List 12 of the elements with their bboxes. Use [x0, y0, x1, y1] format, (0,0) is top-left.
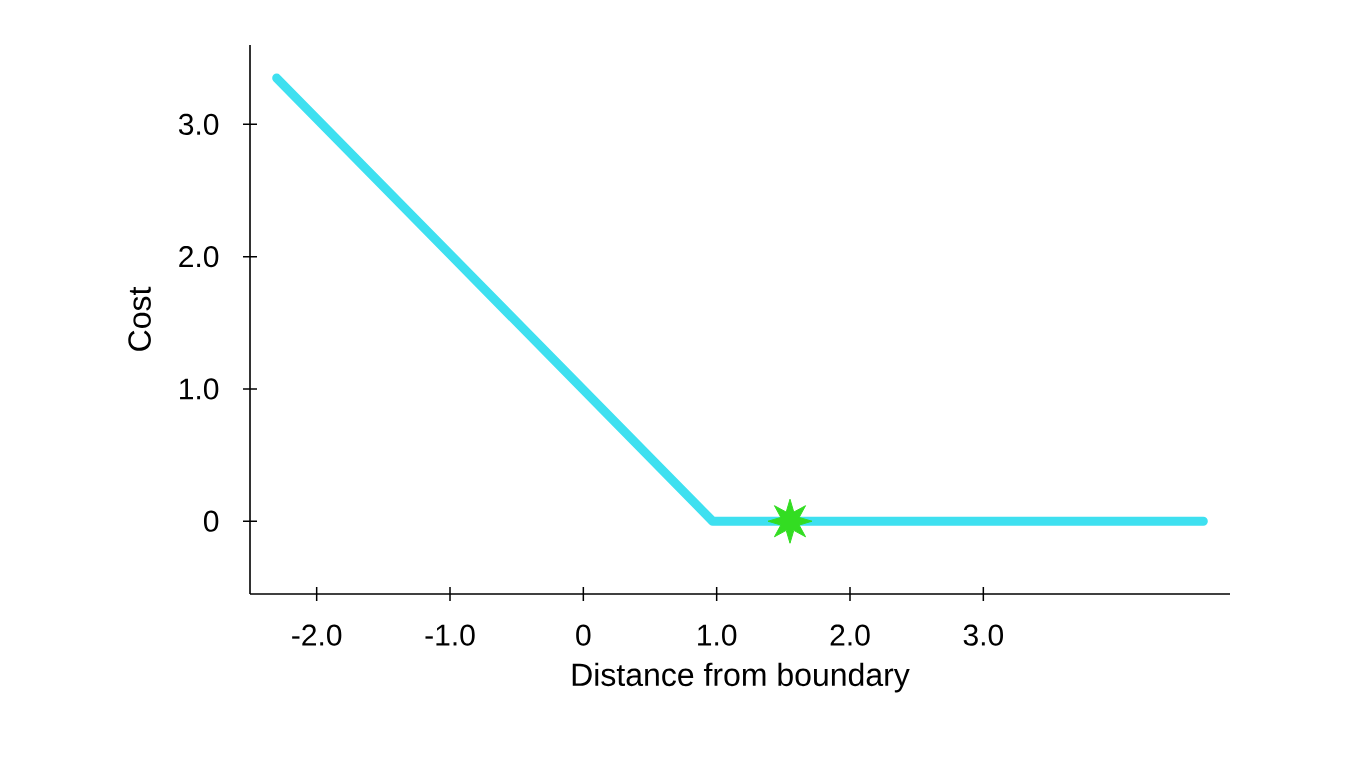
y-tick-label: 2.0	[179, 246, 219, 268]
x-tick-label: 3.0	[963, 624, 1004, 646]
x-tick-label: -1.0	[425, 624, 475, 646]
y-tick-label: 0	[203, 510, 219, 532]
x-tick-label: 2.0	[830, 624, 870, 646]
x-tick-label: 0	[576, 624, 591, 646]
y-tick-label: 3.0	[178, 113, 219, 135]
x-tick-label: -2.0	[292, 624, 342, 646]
y-tick-label: 1.0	[180, 378, 219, 400]
x-axis-title: Distance from boundary	[572, 662, 910, 693]
x-tick-label: 1.0	[698, 624, 737, 646]
y-axis-title: Cost	[128, 286, 151, 351]
